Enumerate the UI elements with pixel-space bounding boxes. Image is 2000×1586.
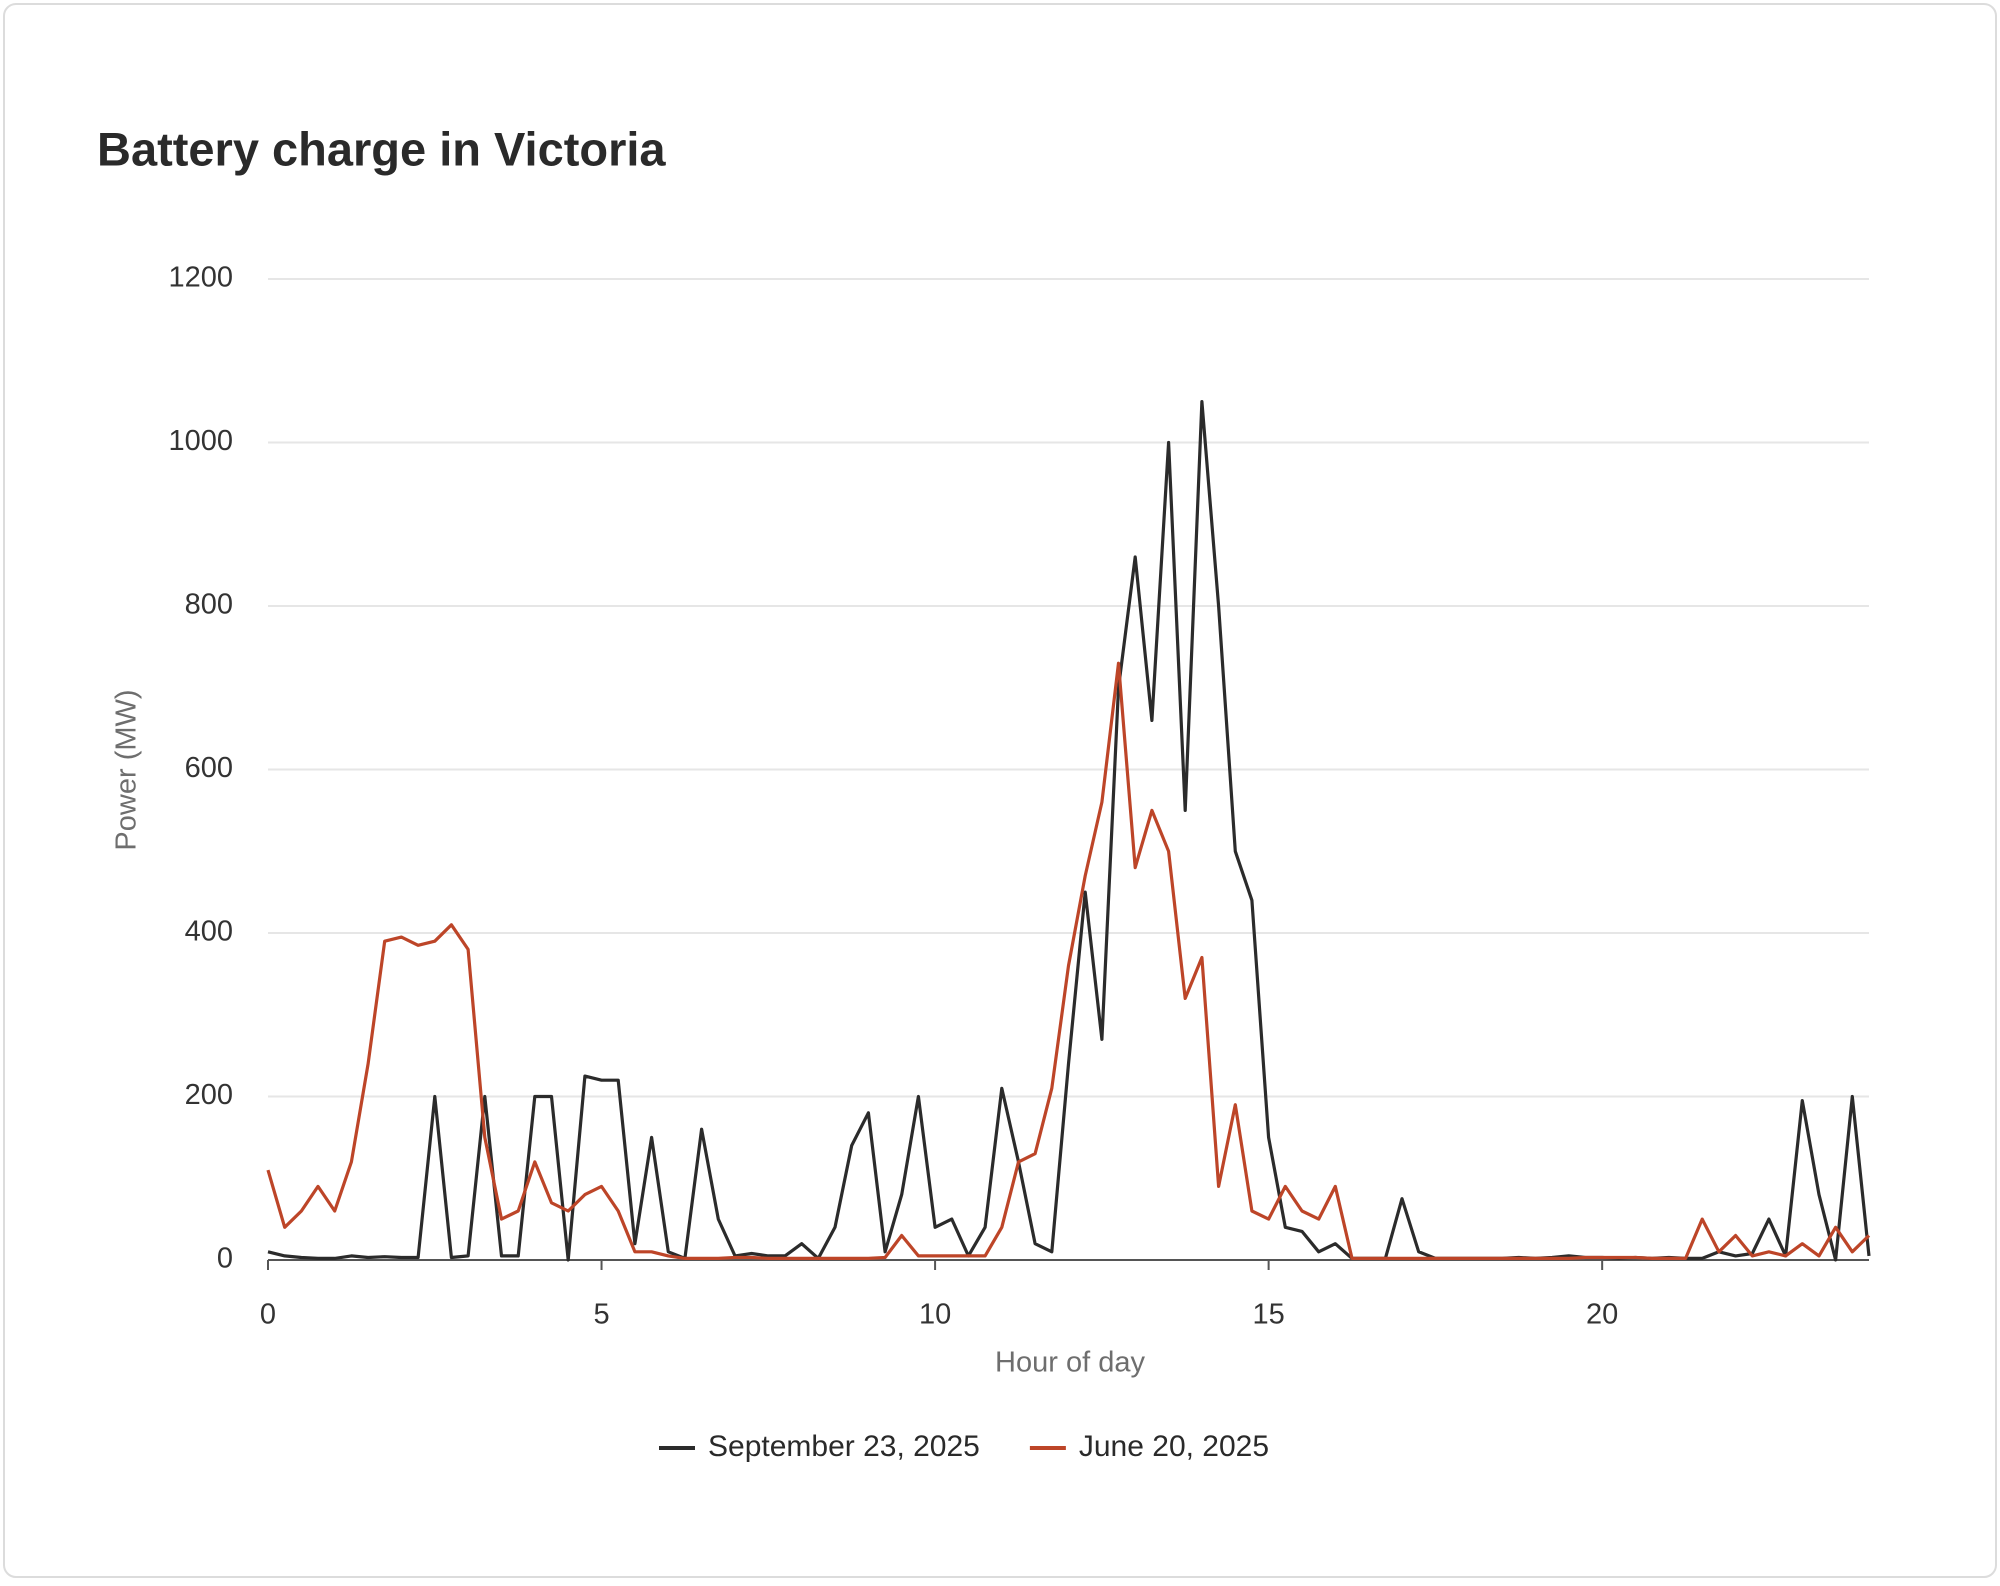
x-axis-label: Hour of day — [995, 1347, 1145, 1379]
series-line — [266, 661, 1871, 1260]
x-tick-label: 5 — [593, 1299, 609, 1331]
y-axis-label: Power (MW) — [111, 689, 143, 850]
y-tick-label: 800 — [185, 589, 233, 621]
x-tick-label: 0 — [260, 1299, 276, 1331]
y-tick-label: 1000 — [168, 425, 233, 457]
x-tick-label: 10 — [919, 1299, 951, 1331]
y-tick-label: 200 — [185, 1079, 233, 1111]
x-tick-label: 20 — [1586, 1299, 1618, 1331]
y-tick-label: 1200 — [168, 262, 233, 294]
chart-title: Battery charge in Victoria — [97, 122, 666, 175]
legend-label: September 23, 2025 — [708, 1430, 980, 1463]
y-tick-label: 0 — [217, 1243, 233, 1275]
legend-label: June 20, 2025 — [1079, 1430, 1269, 1463]
y-tick-label: 400 — [185, 916, 233, 948]
card — [3, 3, 1997, 1578]
y-tick-label: 600 — [185, 752, 233, 784]
x-tick-label: 15 — [1252, 1299, 1284, 1331]
